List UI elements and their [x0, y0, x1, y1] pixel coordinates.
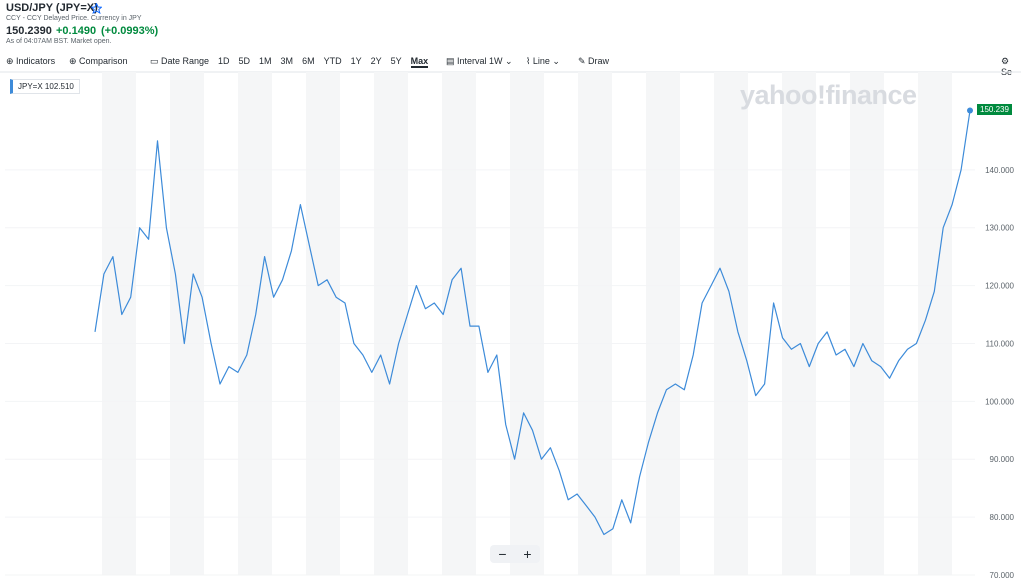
legend-value: 102.510	[44, 82, 74, 91]
time-band	[782, 72, 816, 575]
legend-name: JPY=X	[18, 82, 43, 91]
time-band	[374, 72, 408, 575]
watermark: yahoo!finance	[740, 80, 917, 110]
y-tick-label: 100.000	[985, 397, 1014, 406]
interval-button[interactable]: ▤ Interval 1W ⌄	[446, 56, 513, 66]
range-button[interactable]: 5D	[238, 56, 251, 66]
range-buttons: 1D 5D 1M 3M 6M YTD 1Y 2Y 5Y Max	[218, 56, 429, 68]
date-range-button[interactable]: ▭ Date Range	[150, 56, 210, 66]
range-button[interactable]: 5Y	[390, 56, 402, 66]
legend: JPY=X 102.510	[10, 79, 80, 94]
y-tick-label: 120.000	[985, 282, 1014, 291]
draw-button[interactable]: ✎ Draw	[578, 56, 610, 66]
last-point	[967, 107, 973, 114]
time-band	[238, 72, 272, 575]
label: Line	[532, 56, 550, 66]
label: Draw	[588, 56, 610, 66]
time-band	[510, 72, 544, 575]
quote-subtitle: CCY - CCY Delayed Price. Currency in JPY	[6, 15, 142, 22]
range-button[interactable]: 1D	[218, 56, 230, 66]
range-button[interactable]: 1M	[259, 56, 272, 66]
time-band	[646, 72, 680, 575]
chart-type-button[interactable]: ⌇ Line ⌄	[526, 56, 560, 66]
zoom-controls: − +	[490, 545, 540, 563]
y-tick-label: 140.000	[985, 166, 1014, 175]
label: Interval	[457, 56, 487, 66]
label: Date Range	[161, 56, 210, 66]
time-band	[850, 72, 884, 575]
range-button[interactable]: 2Y	[370, 56, 382, 66]
y-tick-label: 110.000	[986, 339, 1015, 348]
y-tick-label: 90.000	[990, 455, 1015, 464]
time-band	[578, 72, 612, 575]
watch-star[interactable]	[91, 3, 102, 14]
market-time: As of 04:07AM BST. Market open.	[6, 38, 112, 45]
range-button[interactable]: Max	[410, 56, 429, 68]
comparison-button[interactable]: ⊕ Comparison	[69, 56, 128, 66]
y-tick-label: 70.000	[990, 571, 1015, 580]
time-band	[102, 72, 136, 575]
zoom-in[interactable]: +	[523, 546, 532, 562]
y-tick-label: 130.000	[985, 224, 1014, 233]
time-band	[714, 72, 748, 575]
label: Comparison	[79, 56, 128, 66]
range-button[interactable]: YTD	[323, 56, 342, 66]
zoom-out[interactable]: −	[498, 546, 507, 562]
quote-title: USD/JPY (JPY=X)	[6, 2, 98, 14]
time-band	[918, 72, 952, 575]
price-line	[94, 110, 971, 536]
change: +0.1490	[56, 25, 97, 37]
label: Indicators	[16, 56, 56, 66]
interval-value: 1W	[489, 56, 503, 66]
current-price-label: 150.239	[977, 104, 1012, 115]
indicators-button[interactable]: ⊕ Indicators	[6, 56, 56, 66]
range-button[interactable]: 1Y	[350, 56, 362, 66]
range-button[interactable]: 6M	[302, 56, 315, 66]
time-band	[442, 72, 476, 575]
change-percent: (+0.0993%)	[101, 25, 159, 37]
time-band	[306, 72, 340, 575]
y-tick-label: 80.000	[990, 513, 1015, 522]
price: 150.2390	[6, 25, 52, 37]
range-button[interactable]: 3M	[280, 56, 294, 66]
